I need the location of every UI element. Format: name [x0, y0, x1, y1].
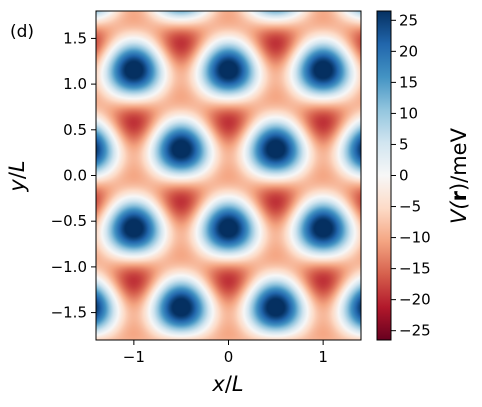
colorbar-ticks: 25 20 15 10 5 0 −5 −10 −15 −20 −25 — [391, 11, 431, 340]
colorbar-tick-label: 10 — [399, 104, 418, 122]
y-tick-label: 1.5 — [63, 29, 87, 47]
y-tick-label: −0.5 — [51, 212, 87, 230]
x-axis-label: x/L — [211, 372, 243, 396]
x-axis-var: x — [211, 372, 225, 396]
colorbar-tick-label: 20 — [399, 42, 418, 60]
x-tick-label: 1 — [318, 348, 328, 366]
x-axis-ticks: −1 0 1 — [123, 340, 328, 366]
y-axis-slash: / — [5, 171, 29, 179]
y-axis-label: y/L — [5, 160, 29, 192]
colorbar-label: V(r)/meV — [447, 127, 471, 224]
colorbar-tick-label: 0 — [399, 167, 409, 185]
x-axis-slash: / — [225, 372, 233, 396]
colorbar: 25 20 15 10 5 0 −5 −10 −15 −20 −25 — [376, 10, 431, 341]
panel-label: (d) — [10, 22, 34, 42]
colorbar-label-suffix: )/meV — [447, 127, 471, 191]
y-tick-label: −1.0 — [51, 258, 87, 276]
y-axis-var: y — [5, 179, 29, 193]
y-tick-label: 0.0 — [63, 167, 87, 185]
heatmap-plot — [95, 10, 362, 341]
y-tick-label: 0.5 — [63, 121, 87, 139]
colorbar-tick-label: 25 — [399, 11, 418, 29]
colorbar-fill — [377, 11, 391, 340]
colorbar-tick-label: −10 — [399, 229, 431, 247]
colorbar-tick-label: −15 — [399, 260, 431, 278]
colorbar-tick-label: 5 — [399, 135, 409, 153]
heatmap-image — [96, 11, 361, 340]
y-tick-label: −1.5 — [51, 304, 87, 322]
y-axis-ticks: −1.5 −1.0 −0.5 0.0 0.5 1.0 1.5 — [51, 29, 96, 322]
x-tick-label: −1 — [123, 348, 145, 366]
y-axis-unit: L — [5, 160, 29, 172]
colorbar-tick-label: −25 — [399, 322, 431, 340]
colorbar-tick-label: 15 — [399, 73, 418, 91]
colorbar-tick-label: −5 — [399, 198, 421, 216]
x-tick-label: 0 — [224, 348, 234, 366]
colorbar-label-bold: r — [447, 190, 471, 201]
colorbar-label-prefix: V( — [447, 201, 471, 224]
colorbar-tick-label: −20 — [399, 291, 431, 309]
y-tick-label: 1.0 — [63, 75, 87, 93]
x-axis-unit: L — [232, 372, 244, 396]
